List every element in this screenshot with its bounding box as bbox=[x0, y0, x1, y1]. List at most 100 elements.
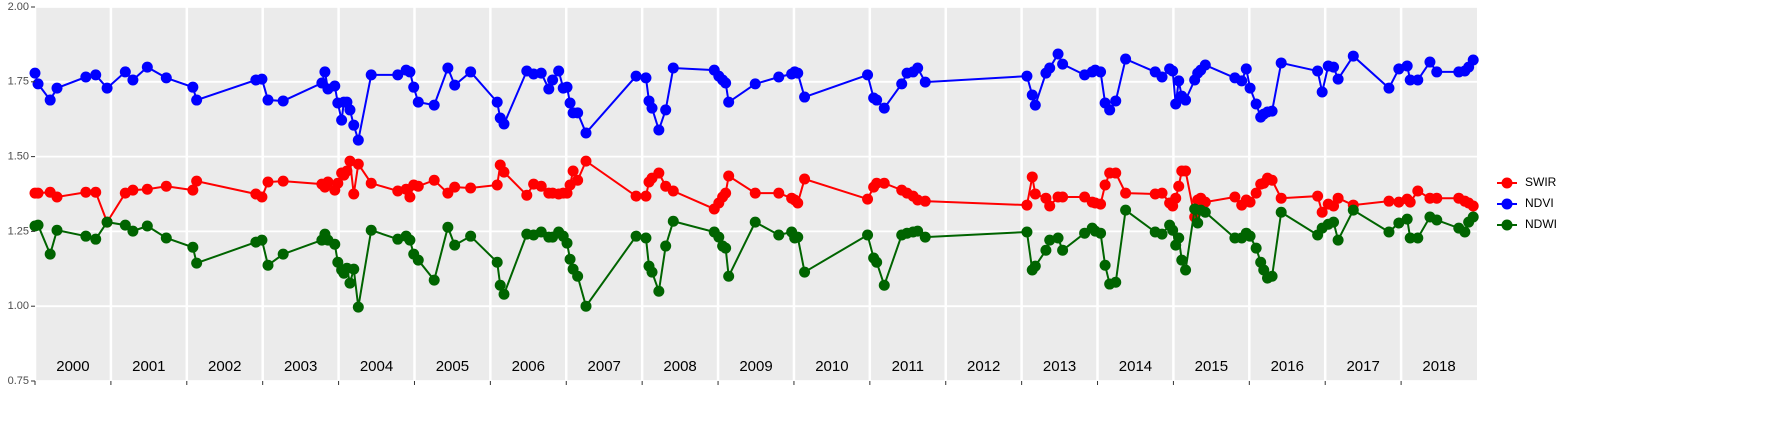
data-point bbox=[1180, 165, 1192, 177]
data-point bbox=[1044, 200, 1056, 212]
year-label: 2008 bbox=[663, 358, 696, 375]
data-point bbox=[44, 94, 56, 106]
data-point bbox=[449, 79, 461, 91]
data-point bbox=[1240, 63, 1252, 75]
year-label: 2012 bbox=[967, 358, 1000, 375]
data-point bbox=[564, 97, 576, 109]
data-point bbox=[392, 185, 404, 197]
year-label: 2010 bbox=[815, 358, 848, 375]
data-point bbox=[1467, 211, 1479, 223]
data-point bbox=[256, 191, 268, 203]
data-point bbox=[365, 224, 377, 236]
data-point bbox=[1120, 187, 1132, 199]
data-point bbox=[365, 177, 377, 189]
data-point bbox=[404, 66, 416, 78]
data-point bbox=[919, 195, 931, 207]
data-point bbox=[1026, 89, 1038, 101]
data-point bbox=[1250, 242, 1262, 254]
data-point bbox=[262, 176, 274, 188]
data-point bbox=[1401, 60, 1413, 72]
data-point bbox=[1044, 62, 1056, 74]
data-point bbox=[392, 233, 404, 245]
marks bbox=[29, 48, 1479, 313]
data-point bbox=[1266, 270, 1278, 282]
data-point bbox=[1180, 264, 1192, 276]
data-point bbox=[1250, 187, 1262, 199]
data-point bbox=[799, 173, 811, 185]
data-point bbox=[567, 165, 579, 177]
data-point bbox=[553, 65, 565, 77]
data-point bbox=[404, 191, 416, 203]
data-point bbox=[348, 188, 360, 200]
data-point bbox=[723, 96, 735, 108]
data-point bbox=[878, 279, 890, 291]
data-point bbox=[1431, 192, 1443, 204]
data-point bbox=[119, 66, 131, 78]
data-point bbox=[1173, 180, 1185, 192]
y-tick-label: 2.00 bbox=[8, 1, 29, 13]
y-tick-label: 0.75 bbox=[8, 375, 29, 387]
data-point bbox=[1029, 260, 1041, 272]
data-point bbox=[1229, 191, 1241, 203]
data-point bbox=[51, 224, 63, 236]
data-point bbox=[90, 69, 102, 81]
data-point bbox=[187, 184, 199, 196]
data-point bbox=[160, 232, 172, 244]
data-point bbox=[262, 259, 274, 271]
data-point bbox=[465, 66, 477, 78]
data-point bbox=[1332, 192, 1344, 204]
data-point bbox=[572, 174, 584, 186]
year-label: 2002 bbox=[208, 358, 241, 375]
data-point bbox=[862, 193, 874, 205]
data-point bbox=[792, 197, 804, 209]
data-point bbox=[412, 180, 424, 192]
data-point bbox=[51, 82, 63, 94]
data-point bbox=[449, 239, 461, 251]
data-point bbox=[348, 263, 360, 275]
data-point bbox=[1412, 232, 1424, 244]
data-point bbox=[1199, 196, 1211, 208]
data-point bbox=[442, 62, 454, 74]
data-point bbox=[1424, 56, 1436, 68]
year-label: 2013 bbox=[1043, 358, 1076, 375]
data-point bbox=[1383, 195, 1395, 207]
data-point bbox=[80, 186, 92, 198]
data-point bbox=[449, 181, 461, 193]
data-point bbox=[919, 76, 931, 88]
legend-marker bbox=[1501, 219, 1513, 231]
data-point bbox=[1052, 232, 1064, 244]
data-point bbox=[141, 183, 153, 195]
data-point bbox=[1347, 50, 1359, 62]
data-point bbox=[1167, 65, 1179, 77]
data-point bbox=[1275, 57, 1287, 69]
data-point bbox=[127, 184, 139, 196]
year-label: 2005 bbox=[436, 358, 469, 375]
y-tick-label: 1.75 bbox=[8, 76, 29, 88]
legend-marker bbox=[1501, 177, 1513, 189]
data-point bbox=[119, 219, 131, 231]
data-point bbox=[1393, 196, 1405, 208]
data-point bbox=[1244, 230, 1256, 242]
data-point bbox=[1236, 75, 1248, 87]
year-label: 2015 bbox=[1195, 358, 1228, 375]
year-label: 2001 bbox=[132, 358, 165, 375]
data-point bbox=[862, 69, 874, 81]
data-point bbox=[1431, 214, 1443, 226]
data-point bbox=[1347, 204, 1359, 216]
data-point bbox=[1393, 217, 1405, 229]
data-point bbox=[1412, 185, 1424, 197]
data-point bbox=[1393, 63, 1405, 75]
data-point bbox=[878, 102, 890, 114]
data-point bbox=[101, 82, 113, 94]
year-label: 2004 bbox=[360, 358, 393, 375]
data-point bbox=[1021, 199, 1033, 211]
data-point bbox=[646, 266, 658, 278]
y-tick-label: 1.25 bbox=[8, 225, 29, 237]
data-point bbox=[344, 277, 356, 289]
data-point bbox=[1110, 276, 1122, 288]
data-point bbox=[1173, 232, 1185, 244]
year-label: 2014 bbox=[1119, 358, 1152, 375]
data-point bbox=[535, 67, 547, 79]
data-point bbox=[428, 174, 440, 186]
data-point bbox=[871, 94, 883, 106]
